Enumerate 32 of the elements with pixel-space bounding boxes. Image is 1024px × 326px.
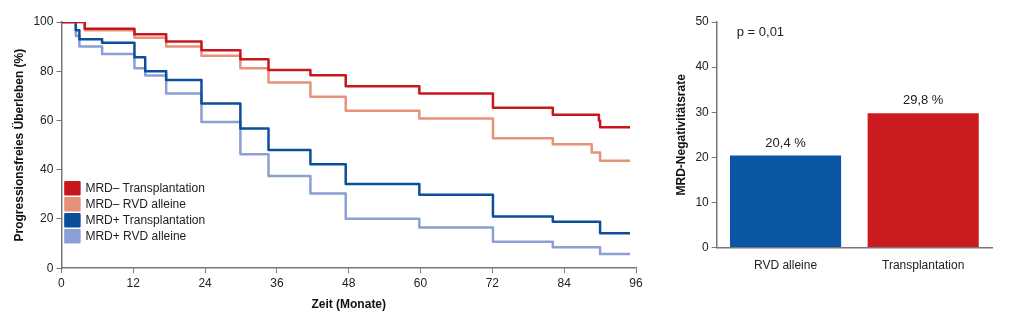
y-axis-title: MRD-Negativitätsrate — [673, 73, 688, 196]
y-tick-label: 80 — [40, 63, 54, 78]
y-tick-label: 0 — [702, 239, 710, 254]
legend-label: MRD– RVD alleine — [85, 196, 187, 211]
y-tick-label: 30 — [695, 104, 710, 119]
y-axis-title: Progressionsfreies Überleben (%) — [10, 48, 26, 242]
x-tick-label: 24 — [198, 275, 213, 290]
annotation: p = 0,01 — [736, 24, 785, 40]
x-tick-label: 48 — [342, 275, 356, 290]
data-label: 20,4 % — [765, 134, 807, 150]
x-tick-label: 0 — [58, 275, 66, 290]
y-tick-label: 60 — [40, 112, 54, 127]
y-tick-label: 100 — [33, 14, 54, 29]
y-tick-label: 50 — [695, 14, 710, 29]
y-tick-label: 40 — [695, 59, 710, 74]
x-axis-title: Zeit (Monate) — [311, 297, 387, 312]
x-tick-label: 72 — [485, 275, 500, 290]
legend-label: MRD– Transplantation — [85, 180, 205, 195]
x-tick-label: 36 — [270, 275, 284, 290]
y-tick-label: 40 — [40, 162, 54, 177]
legend-label: MRD+ Transplantation — [85, 212, 206, 227]
y-tick-label: 20 — [40, 211, 54, 226]
x-tick-label: Transplantation — [882, 258, 965, 273]
x-tick-label: 84 — [557, 275, 572, 290]
x-tick-label: 12 — [126, 275, 141, 290]
data-label: 29,8 % — [902, 92, 944, 108]
x-tick-label: 60 — [413, 275, 428, 290]
y-tick-label: 20 — [695, 149, 710, 164]
y-tick-label: 10 — [695, 194, 710, 209]
legend-label: MRD+ RVD alleine — [85, 228, 187, 243]
x-tick-label: RVD alleine — [753, 258, 818, 273]
x-tick-label: 96 — [629, 275, 643, 290]
